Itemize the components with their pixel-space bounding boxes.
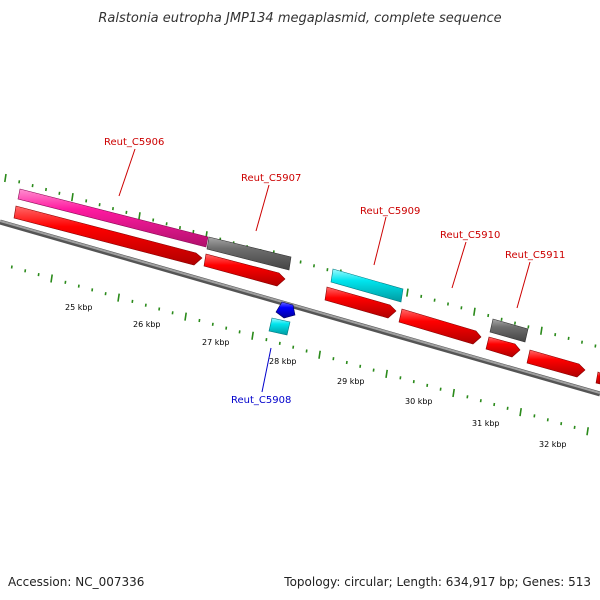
cds-arrow-reut-c5907[interactable] [203, 253, 286, 287]
feature-track-cog [17, 188, 529, 343]
inner-tick [251, 331, 254, 340]
plasmid-backbone [0, 219, 600, 397]
accession-text: Accession: NC_007336 [8, 575, 144, 589]
cds-arrow-reut-c5909[interactable] [324, 286, 397, 319]
inner-tick-row [10, 265, 589, 436]
outer-tick [4, 173, 7, 183]
summary-text: Topology: circular; Length: 634,917 bp; … [283, 575, 591, 589]
cds-arrow-next-gene[interactable] [526, 349, 586, 378]
gene-callouts: Reut_C5906 Reut_C5907 Reut_C5908 Reut_C5… [104, 137, 565, 406]
kbp-label-25: 25 kbp [65, 303, 93, 312]
feature-reut-c5911-cog[interactable] [489, 318, 529, 343]
cds-arrow-reut-c5911[interactable] [485, 336, 521, 358]
outer-tick [138, 212, 141, 221]
outer-tick [406, 288, 409, 297]
inner-tick [50, 274, 53, 283]
inner-tick [519, 407, 522, 417]
outer-tick [540, 326, 543, 335]
inner-tick [184, 312, 187, 321]
kbp-label-28: 28 kbp [269, 357, 297, 366]
gene-label-reut-c5908[interactable]: Reut_C5908 [231, 395, 291, 406]
callout-line-reut-c5911 [516, 261, 531, 309]
callout-line-reut-c5906 [118, 148, 136, 197]
kbp-scale: 25 kbp 26 kbp 27 kbp 28 kbp 29 kbp 30 kb… [65, 303, 567, 449]
reverse-cog-reut-c5908[interactable] [268, 317, 291, 336]
kbp-label-29: 29 kbp [337, 377, 365, 386]
gene-label-reut-c5909[interactable]: Reut_C5909 [360, 206, 420, 217]
kbp-label-30: 30 kbp [405, 397, 433, 406]
gene-label-reut-c5910[interactable]: Reut_C5910 [440, 230, 500, 241]
gene-label-reut-c5911[interactable]: Reut_C5911 [505, 250, 565, 261]
kbp-label-31: 31 kbp [472, 419, 500, 428]
feature-reut-c5907-cog[interactable] [206, 236, 292, 271]
feature-reut-c5909-cog[interactable] [330, 268, 404, 303]
callout-line-reut-c5909 [373, 216, 387, 266]
inner-tick [452, 388, 455, 398]
inner-tick [117, 293, 120, 302]
feature-reut-c5906-cog[interactable] [17, 188, 209, 248]
inner-tick [318, 350, 321, 359]
callout-line-reut-c5910 [451, 241, 467, 289]
cds-arrow-partial-edge[interactable] [595, 371, 600, 385]
feature-track-reverse [268, 301, 296, 336]
feature-track-cds [13, 205, 600, 385]
callout-line-reut-c5908 [261, 347, 272, 393]
kbp-label-27: 27 kbp [202, 338, 230, 347]
cds-arrow-reut-c5910[interactable] [398, 308, 482, 345]
kbp-label-32: 32 kbp [539, 440, 567, 449]
gene-label-reut-c5907[interactable]: Reut_C5907 [241, 173, 301, 184]
map-title: Ralstonia eutropha JMP134 megaplasmid, c… [98, 11, 501, 26]
cds-arrow-reut-c5906[interactable] [13, 205, 203, 266]
outer-tick [71, 192, 74, 202]
kbp-label-26: 26 kbp [133, 320, 161, 329]
outer-tick [473, 307, 476, 316]
inner-tick [385, 369, 388, 379]
callout-line-reut-c5907 [255, 184, 270, 232]
gene-label-reut-c5906[interactable]: Reut_C5906 [104, 137, 164, 148]
reverse-arrow-reut-c5908[interactable] [275, 301, 296, 319]
inner-tick [586, 427, 589, 436]
outer-tick-row [4, 173, 597, 348]
